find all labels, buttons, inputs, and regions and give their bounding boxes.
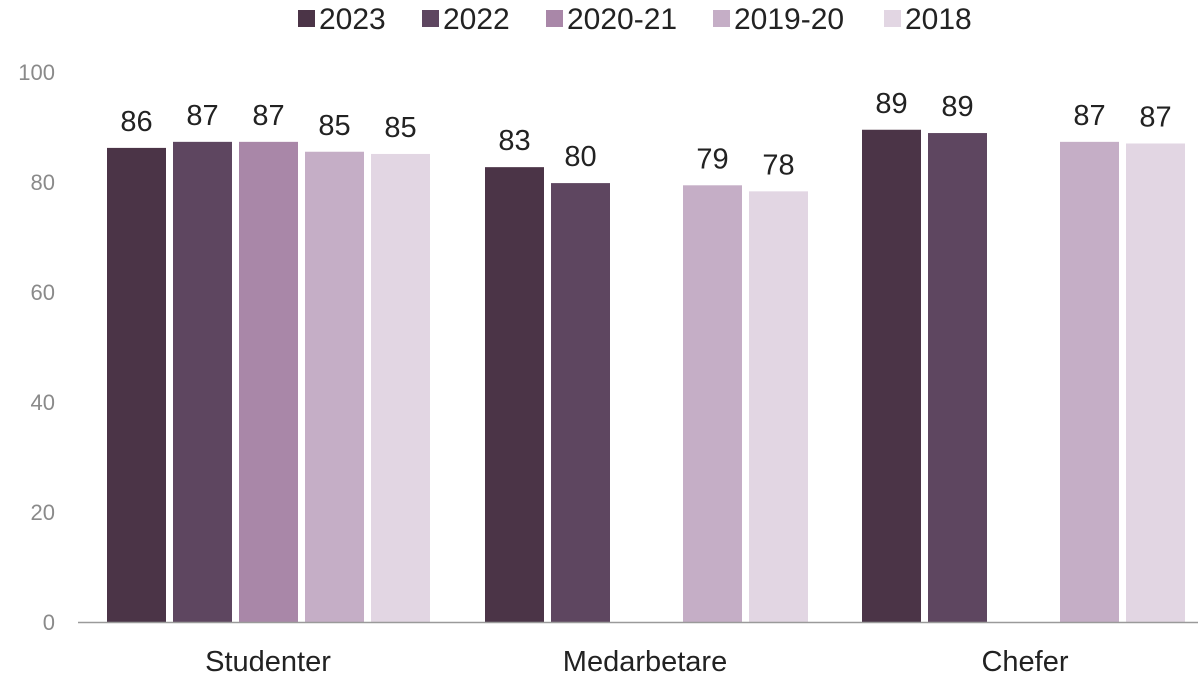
bar-studenter-2018 [371, 154, 430, 622]
data-label: 87 [1139, 102, 1171, 134]
bar-medarbetare-2019-20 [683, 185, 742, 622]
y-axis: 0 20 40 60 80 100 [18, 60, 55, 635]
bar-chefer-2023 [862, 130, 921, 622]
y-tick-label: 0 [43, 610, 55, 635]
legend-label-2023: 2023 [319, 3, 386, 36]
legend-label-2019-20: 2019-20 [734, 3, 844, 36]
data-label: 86 [120, 106, 152, 138]
data-label: 85 [384, 112, 416, 144]
bars [107, 130, 1185, 622]
data-label: 79 [696, 143, 728, 175]
data-label: 78 [762, 149, 794, 181]
bar-medarbetare-2022 [551, 183, 610, 622]
bar-chefer-2019-20 [1060, 142, 1119, 622]
y-tick-label: 100 [18, 60, 55, 85]
x-category-label: Studenter [205, 646, 331, 675]
bar-medarbetare-2018 [749, 191, 808, 622]
data-label: 85 [318, 110, 350, 142]
bar-medarbetare-2023 [485, 167, 544, 622]
legend-swatch-2019-20 [713, 10, 730, 27]
legend-label-2018: 2018 [905, 3, 972, 36]
legend-swatch-2022 [422, 10, 439, 27]
data-label: 87 [252, 100, 284, 132]
legend-label-2020-21: 2020-21 [567, 3, 677, 36]
data-label: 87 [1073, 100, 1105, 132]
legend-swatch-2020-21 [546, 10, 563, 27]
bar-studenter-2022 [173, 142, 232, 622]
x-category-label: Medarbetare [563, 646, 727, 675]
legend-swatch-2023 [298, 10, 315, 27]
y-tick-label: 80 [31, 170, 55, 195]
legend-label-2022: 2022 [443, 3, 510, 36]
bar-studenter-2023 [107, 148, 166, 622]
bar-studenter-2020-21 [239, 142, 298, 622]
data-label: 89 [875, 88, 907, 120]
data-label: 83 [498, 125, 530, 157]
y-tick-label: 60 [31, 280, 55, 305]
legend-swatch-2018 [884, 10, 901, 27]
y-tick-label: 40 [31, 390, 55, 415]
x-category-label: Chefer [981, 646, 1068, 675]
legend: 2023 2022 2020-21 2019-20 2018 [298, 3, 972, 36]
data-label: 89 [941, 91, 973, 123]
y-tick-label: 20 [31, 500, 55, 525]
bar-chefer-2022 [928, 133, 987, 622]
bar-studenter-2019-20 [305, 152, 364, 622]
x-axis: Studenter Medarbetare Chefer [78, 623, 1198, 675]
data-label: 80 [564, 141, 596, 173]
bar-chefer-2018 [1126, 144, 1185, 623]
data-label: 87 [186, 100, 218, 132]
